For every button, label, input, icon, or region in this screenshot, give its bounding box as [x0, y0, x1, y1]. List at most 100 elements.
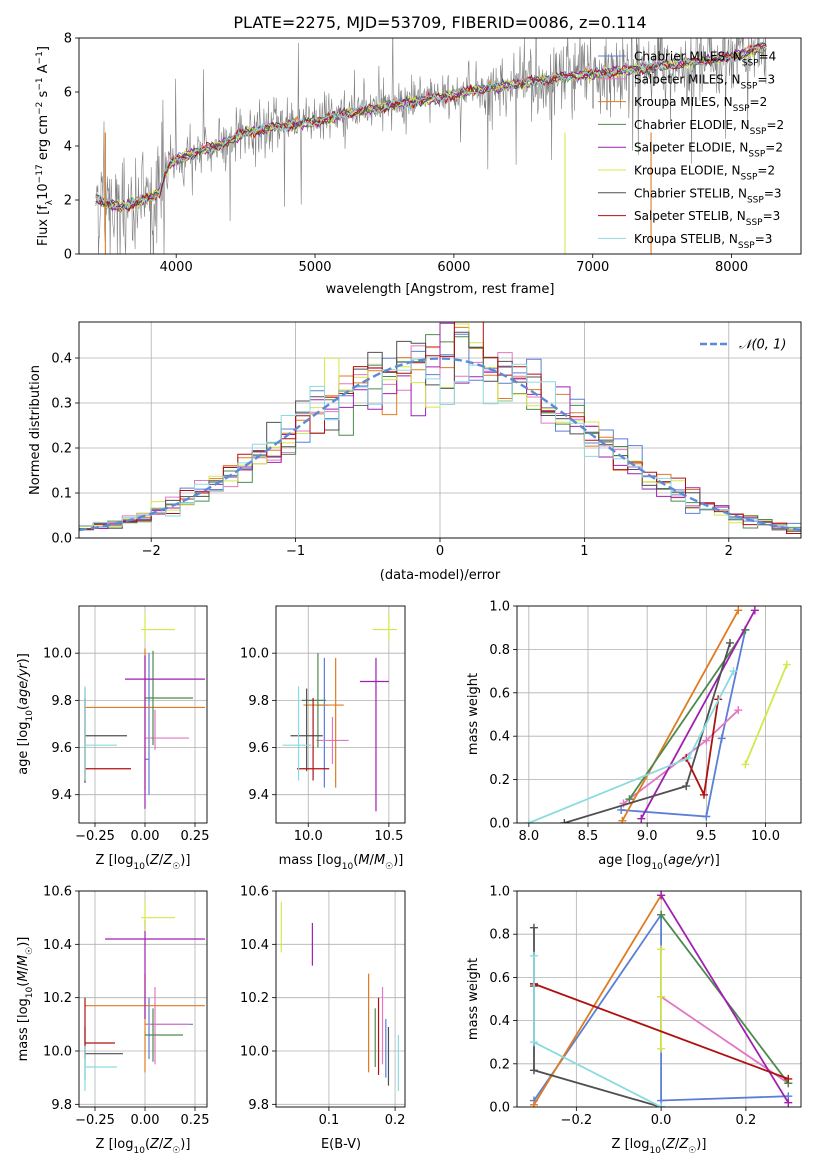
series-marker — [625, 795, 634, 804]
series-marker — [729, 667, 738, 676]
y-tick-label: 0.6 — [489, 971, 510, 986]
x-tick-label: 10.0 — [751, 829, 780, 844]
y-tick-label: 9.8 — [51, 694, 72, 709]
x-tick-label: −0.25 — [75, 1113, 115, 1128]
x-tick-label: 6000 — [437, 260, 470, 275]
legend-label: Salpeter STELIB, NSSP=3 — [634, 209, 780, 228]
errorbar-kroupa_elodie — [141, 901, 175, 931]
legend-label: Salpeter ELODIE, NSSP=2 — [634, 141, 783, 160]
errorbar-kroupa_elodie — [372, 613, 397, 642]
y-tick-label: 9.6 — [51, 741, 72, 756]
series-chabrier_stelib — [560, 638, 734, 823]
y-tick-label: 9.6 — [248, 741, 269, 756]
series-marker — [726, 638, 734, 647]
errorbar-salpeter_miles — [145, 987, 189, 1065]
legend-label: Kroupa ELODIE, NSSP=2 — [634, 164, 775, 183]
y-tick-label: 6 — [64, 86, 72, 101]
series-marker — [617, 805, 626, 814]
plot-area — [282, 613, 397, 812]
errorbar-salpeter_stelib — [84, 997, 115, 1059]
series-marker — [529, 1066, 538, 1075]
y-tick-label: 0.2 — [489, 773, 510, 788]
series-line — [533, 983, 789, 1080]
series-line — [528, 670, 735, 823]
axes-frame — [78, 890, 208, 1108]
x-axis-label: Z [log10(Z/Z☉)] — [612, 1137, 707, 1156]
series-marker — [637, 814, 646, 823]
legend-label: Chabrier ELODIE, NSSP=2 — [634, 118, 784, 137]
series-salpeter_elodie — [637, 606, 759, 823]
errorbar-chabrier_miles — [145, 653, 150, 795]
y-tick-label: 10.6 — [43, 885, 72, 900]
series-line — [621, 629, 747, 818]
legend-label: Kroupa STELIB, NSSP=3 — [634, 232, 772, 251]
legend-label: 𝒩(0, 1) — [739, 338, 786, 353]
legend-label: Chabrier STELIB, NSSP=3 — [634, 186, 782, 205]
axes-frame — [275, 890, 406, 1108]
errorbar-salpeter_stelib — [84, 697, 131, 781]
series-line — [533, 955, 662, 1107]
legend: 𝒩(0, 1) — [700, 338, 786, 353]
plot-area — [95, 38, 767, 254]
y-tick-label: 0.0 — [51, 532, 72, 547]
y-tick-label: 1.0 — [489, 600, 510, 615]
series-marker — [734, 606, 743, 615]
series-marker — [657, 891, 666, 900]
y-tick-label: 10.6 — [240, 885, 269, 900]
series-marker — [717, 734, 726, 743]
y-tick-label: 1.0 — [489, 885, 510, 900]
errorbar-kroupa_elodie — [141, 613, 175, 642]
spectrum-model-kroupa_stelib — [95, 45, 767, 213]
plot-area — [84, 613, 205, 809]
x-tick-label: 0 — [436, 544, 444, 559]
axes-weight_vs_Z: −0.2 0.0 0.2 0.0 0.2 0.4 0.6 0.8 1.0 Z [log10(Z/Z… — [466, 885, 802, 1156]
x-tick-label: −1 — [286, 544, 305, 559]
y-tick-label: 0.2 — [489, 1057, 510, 1072]
series-marker — [618, 816, 627, 823]
y-tick-label: 9.8 — [51, 1098, 72, 1113]
series-chabrier_stelib — [529, 923, 666, 1107]
x-tick-label: 0.00 — [131, 829, 160, 844]
y-axis-label: mass weight — [466, 673, 481, 755]
series-kroupa_stelib — [524, 667, 738, 823]
y-tick-label: 0.3 — [51, 397, 72, 412]
y-tick-label: 0.4 — [489, 730, 510, 745]
y-tick-label: 10.4 — [43, 938, 72, 953]
axes-age_vs_mass: 10.0 10.5 9.4 9.6 9.8 10.0 mass [log10(M/M☉)] — [240, 605, 406, 872]
y-tick-label: 10.2 — [43, 991, 72, 1006]
y-tick-label: 2 — [64, 194, 72, 209]
y-tick-label: 8 — [64, 32, 72, 47]
histogram-kroupa_stelib — [79, 358, 801, 529]
y-tick-label: 10.0 — [240, 1045, 269, 1060]
x-tick-label: 0.25 — [181, 1113, 210, 1128]
x-tick-label: 5000 — [298, 260, 331, 275]
series-marker — [750, 606, 759, 615]
y-tick-label: 0.1 — [51, 487, 72, 502]
series-line — [533, 894, 662, 1106]
series-marker — [684, 753, 693, 762]
series-marker — [782, 660, 791, 669]
y-tick-label: 10.0 — [43, 1045, 72, 1060]
axes-frame — [78, 321, 802, 539]
axes-mass_vs_ebv: 0.1 0.2 9.8 10.0 10.2 10.4 10.6 E(B-V) — [240, 885, 406, 1152]
axes-mass_vs_Z: −0.25 0.00 0.25 9.8 10.0 10.2 10.4 10.6 Z [log10… — [16, 885, 209, 1157]
y-tick-label: 0.4 — [51, 352, 72, 367]
axes-frame — [516, 605, 802, 824]
axes-residuals: −2 −1 0 1 2 0.0 0.1 0.2 0.3 0.4 (data-model)/error… — [28, 321, 802, 583]
x-tick-label: −0.2 — [561, 1113, 593, 1128]
series-marker — [657, 1044, 666, 1053]
y-tick-label: 4 — [64, 140, 72, 155]
y-axis-label: mass weight — [466, 958, 481, 1040]
series-marker — [657, 910, 666, 919]
series-line — [660, 894, 790, 1104]
x-axis-label: (data-model)/error — [380, 568, 501, 583]
errorbar-chabrier_miles — [145, 997, 193, 1059]
legend-label: Chabrier MILES, NSSP=4 — [634, 50, 776, 69]
series-marker — [784, 1098, 793, 1107]
spectrum-model-chabrier_stelib — [95, 42, 767, 211]
histogram-salpeter_elodie — [79, 322, 801, 534]
y-tick-label: 10.4 — [240, 938, 269, 953]
x-axis-label: mass [log10(M/M☉)] — [279, 853, 404, 872]
legend: Chabrier MILES, NSSP=4 Salpeter MILES, NS… — [598, 50, 784, 251]
